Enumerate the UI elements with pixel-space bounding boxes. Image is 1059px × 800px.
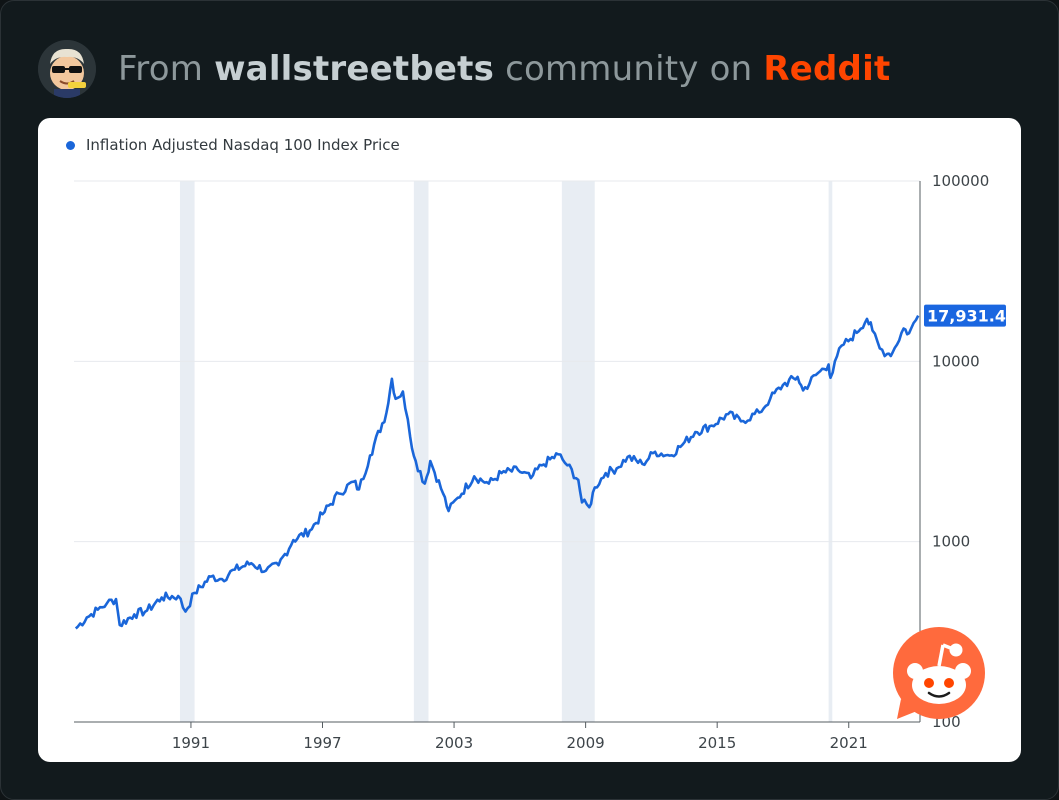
recession-band [413,181,429,722]
post-header: From wallstreetbets community on Reddit [38,40,890,98]
legend-label: Inflation Adjusted Nasdaq 100 Index Pric… [86,136,400,154]
title-prefix: From [118,49,204,89]
title-middle: community on [505,49,753,89]
reddit-snoo-icon[interactable] [893,627,985,723]
recession-band [561,181,595,722]
chart-legend[interactable]: Inflation Adjusted Nasdaq 100 Index Pric… [66,136,400,154]
reddit-brand-link[interactable]: Reddit [763,49,891,89]
recession-band [828,181,833,722]
community-link[interactable]: wallstreetbets [214,49,495,89]
x-tick-label: 2009 [567,734,605,752]
chart-card: 100000 10000 1000 100 1991 1997 2003 2009 2015 20… [38,118,1021,762]
x-tick-label: 2021 [830,734,868,752]
y-tick-label: 10000 [932,352,980,370]
last-value-label: 17,931.44 [927,307,1017,326]
post-source-title: From wallstreetbets community on Reddit [118,49,890,89]
last-value-badge [924,304,1006,327]
x-tick-label: 2015 [698,734,736,752]
x-tick-label: 1991 [172,734,210,752]
y-tick-label: 1000 [932,533,970,551]
y-tick-label: 100000 [932,172,989,190]
sunglasses-avatar-icon[interactable] [38,40,96,98]
x-tick-label: 1997 [303,734,341,752]
data-series-line [74,315,920,630]
legend-swatch [66,140,75,150]
recession-band [179,181,195,722]
x-tick-label: 2003 [435,734,473,752]
